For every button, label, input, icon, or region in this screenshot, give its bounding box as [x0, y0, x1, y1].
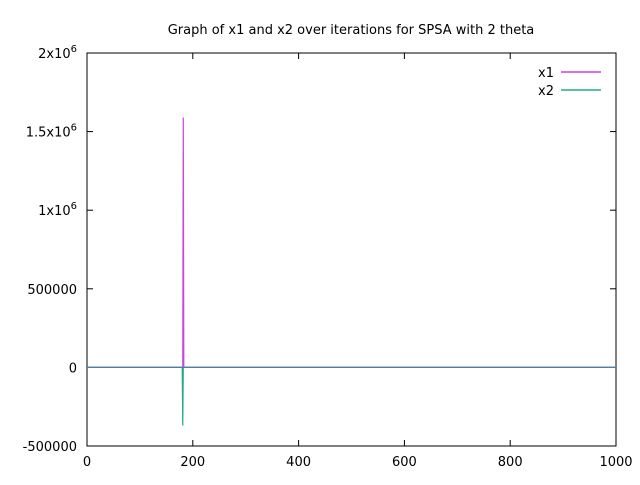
legend-label-x2: x2 — [538, 84, 554, 99]
x-tick-label: 0 — [83, 455, 91, 470]
legend-label-x1: x1 — [538, 66, 554, 81]
series-line-x1 — [87, 117, 616, 368]
x-tick-label: 800 — [498, 455, 523, 470]
y-tick-label: 0 — [69, 361, 77, 376]
x-tick-label: 1000 — [599, 455, 632, 470]
plot-frame — [86, 52, 617, 447]
axis-ticks: 0 200 400 600 800 1000 -500000 0 500000 1x106 1.5x… — [23, 44, 633, 470]
y-tick-label: -500000 — [23, 440, 77, 455]
y-tick-label: 1.5x106 — [26, 123, 77, 141]
y-tick-label: 1x106 — [38, 201, 77, 219]
chart-title: Graph of x1 and x2 over iterations for S… — [168, 23, 535, 38]
series-line-x2 — [87, 366, 616, 426]
y-tick-label: 2x106 — [38, 44, 77, 62]
y-tick-label: 500000 — [27, 283, 77, 298]
x-tick-label: 400 — [286, 455, 311, 470]
x-tick-label: 200 — [180, 455, 205, 470]
series-layer — [87, 117, 616, 426]
x-tick-label: 600 — [392, 455, 417, 470]
